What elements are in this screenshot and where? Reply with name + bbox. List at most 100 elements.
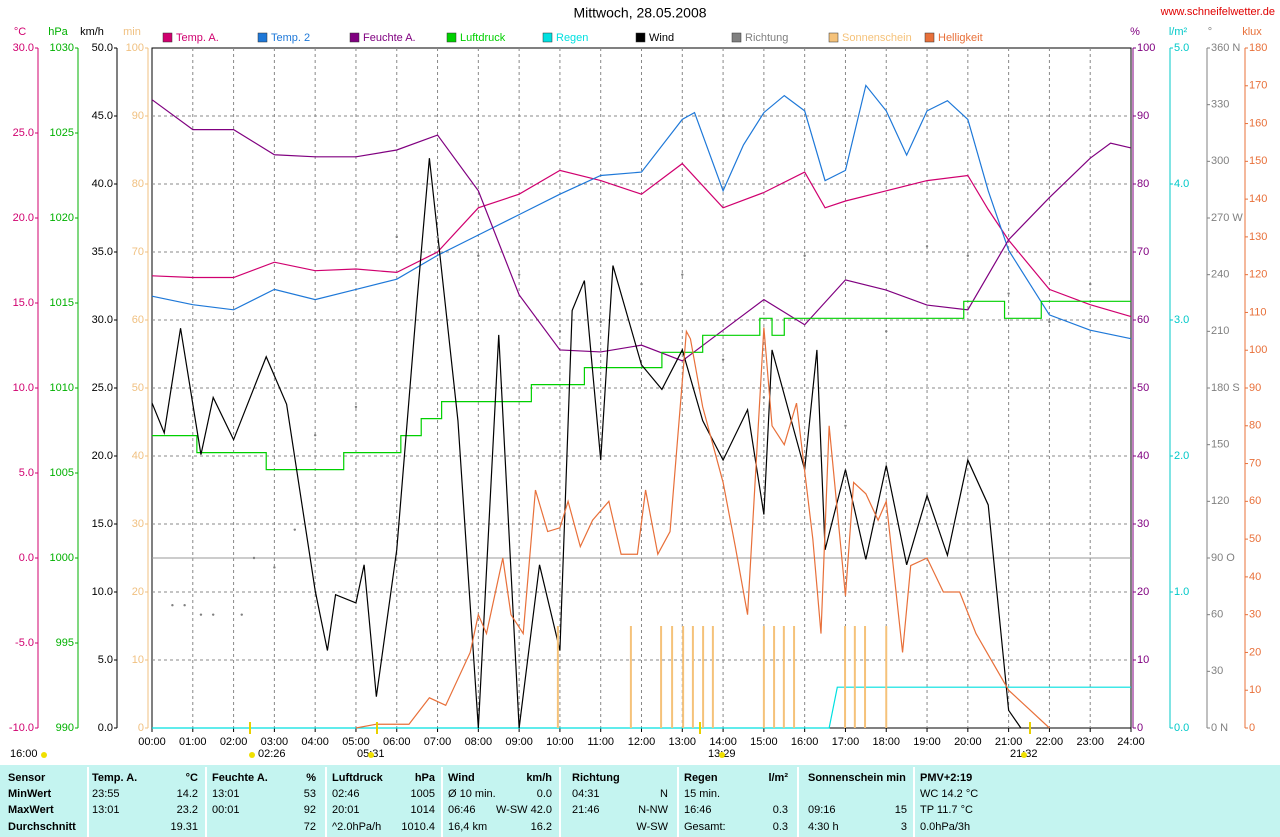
table-cell: W-SW <box>636 821 668 833</box>
sunshine-bar <box>793 626 796 728</box>
table-cell: 02:46 <box>332 788 360 800</box>
legend-label: Helligkeit <box>938 32 983 44</box>
table-cell: TP 11.7 °C <box>920 804 973 816</box>
direction-dot <box>721 358 725 361</box>
y-tick-label: 1.0 <box>1174 586 1189 598</box>
table-cell: 53 <box>304 788 316 800</box>
x-tick-label: 09:00 <box>505 736 533 748</box>
y-tick-label: 0 <box>138 722 144 734</box>
direction-dot <box>640 282 643 286</box>
sunshine-bar <box>556 626 559 728</box>
x-tick-label: 18:00 <box>872 736 900 748</box>
y-tick-label: -5.0 <box>15 637 34 649</box>
sunshine-bar <box>762 626 765 728</box>
x-tick-label: 04:00 <box>301 736 329 748</box>
y-tick-label: 15.0 <box>92 518 113 530</box>
sun-moon-icon <box>368 752 374 758</box>
table-header: % <box>306 772 316 784</box>
x-tick-label: 24:00 <box>1117 736 1145 748</box>
y-tick-label: 30 <box>1211 665 1223 677</box>
table-cell: MaxWert <box>8 804 54 816</box>
table-header: Temp. A. <box>92 772 137 784</box>
y-tick-label: 20.0 <box>92 450 113 462</box>
y-tick-label: 995 <box>56 637 74 649</box>
direction-dot <box>558 330 562 333</box>
table-cell: 92 <box>304 804 316 816</box>
y-tick-label: 100 <box>1249 344 1267 356</box>
table-cell: 00:01 <box>212 804 240 816</box>
legend-swatch <box>542 32 553 43</box>
table-cell: Durchschnitt <box>8 821 76 833</box>
series-line <box>152 686 1131 729</box>
y-tick-label: 25.0 <box>92 382 113 394</box>
y-tick-label: 0.0 <box>98 722 113 734</box>
y-tick-label: 40.0 <box>92 178 113 190</box>
axis-unit: °C <box>14 26 26 38</box>
sun-moon-icon <box>1021 752 1027 758</box>
table-cell: MinWert <box>8 788 52 800</box>
sun-moon-time: 02:26 <box>258 748 286 760</box>
sun-moon-icon <box>249 752 255 758</box>
direction-dot <box>477 254 480 257</box>
legend-label: Temp. 2 <box>271 32 310 44</box>
sunshine-bar <box>691 626 694 728</box>
table-cell: 16.2 <box>531 821 552 833</box>
direction-dot <box>844 424 847 427</box>
y-tick-label: 1015 <box>50 297 74 309</box>
y-tick-label: 60 <box>1249 495 1261 507</box>
x-tick-label: 07:00 <box>424 736 452 748</box>
direction-dot <box>681 273 684 276</box>
y-tick-label: 50 <box>1137 382 1149 394</box>
y-tick-label: 150 <box>1211 439 1229 451</box>
sunshine-bar <box>844 626 847 728</box>
y-tick-label: 0.0 <box>19 552 34 564</box>
sunshine-bar <box>773 626 776 728</box>
x-tick-label: 08:00 <box>465 736 493 748</box>
direction-dot <box>252 556 256 560</box>
direction-dot <box>293 528 296 531</box>
legend-label: Richtung <box>745 32 788 44</box>
legend-swatch <box>257 32 268 43</box>
legend-label: Feuchte A. <box>363 32 416 44</box>
y-tick-label: 30.0 <box>13 42 34 54</box>
y-tick-label: 120 <box>1249 269 1267 281</box>
axis-unit: km/h <box>80 26 104 38</box>
x-tick-label: 03:00 <box>261 736 289 748</box>
x-tick-label: 00:00 <box>138 736 166 748</box>
y-tick-label: 180 <box>1249 42 1267 54</box>
table-cell: 3 <box>901 821 907 833</box>
y-tick-label: 100 <box>1137 42 1155 54</box>
y-tick-label: 0 N <box>1211 722 1228 734</box>
sunshine-bar <box>853 626 856 728</box>
table-cell: 21:46 <box>572 804 600 816</box>
source: www.schneifelwetter.de <box>1160 6 1275 18</box>
table-header: hPa <box>415 772 436 784</box>
table-cell: 23.2 <box>177 804 198 816</box>
y-tick-label: 10.0 <box>92 586 113 598</box>
y-tick-label: 270 W <box>1211 212 1243 224</box>
direction-dot <box>1048 320 1051 324</box>
y-tick-label: 170 <box>1249 80 1267 92</box>
x-tick-label: 22:00 <box>1036 736 1064 748</box>
y-tick-label: 35.0 <box>92 246 113 258</box>
y-tick-label: 60 <box>1137 314 1149 326</box>
direction-dot <box>1007 292 1010 295</box>
table-cell: 4:30 h <box>808 821 839 833</box>
table-cell: 0.0 <box>537 788 552 800</box>
y-tick-label: 90 <box>1249 382 1261 394</box>
sunshine-bar <box>711 626 714 728</box>
y-tick-label: 180 S <box>1211 382 1240 394</box>
table-cell: W-SW 42.0 <box>496 804 552 816</box>
table-cell: 06:46 <box>448 804 476 816</box>
y-tick-label: 330 <box>1211 99 1229 111</box>
x-tick-label: 19:00 <box>913 736 941 748</box>
y-tick-label: 90 <box>132 110 144 122</box>
sunshine-bar <box>885 626 888 728</box>
y-tick-label: 80 <box>1249 420 1261 432</box>
y-tick-label: 1030 <box>50 42 74 54</box>
x-tick-label: 12:00 <box>628 736 656 748</box>
y-tick-label: 15.0 <box>13 297 34 309</box>
direction-dot <box>599 320 602 324</box>
x-tick-label: 13:00 <box>669 736 697 748</box>
